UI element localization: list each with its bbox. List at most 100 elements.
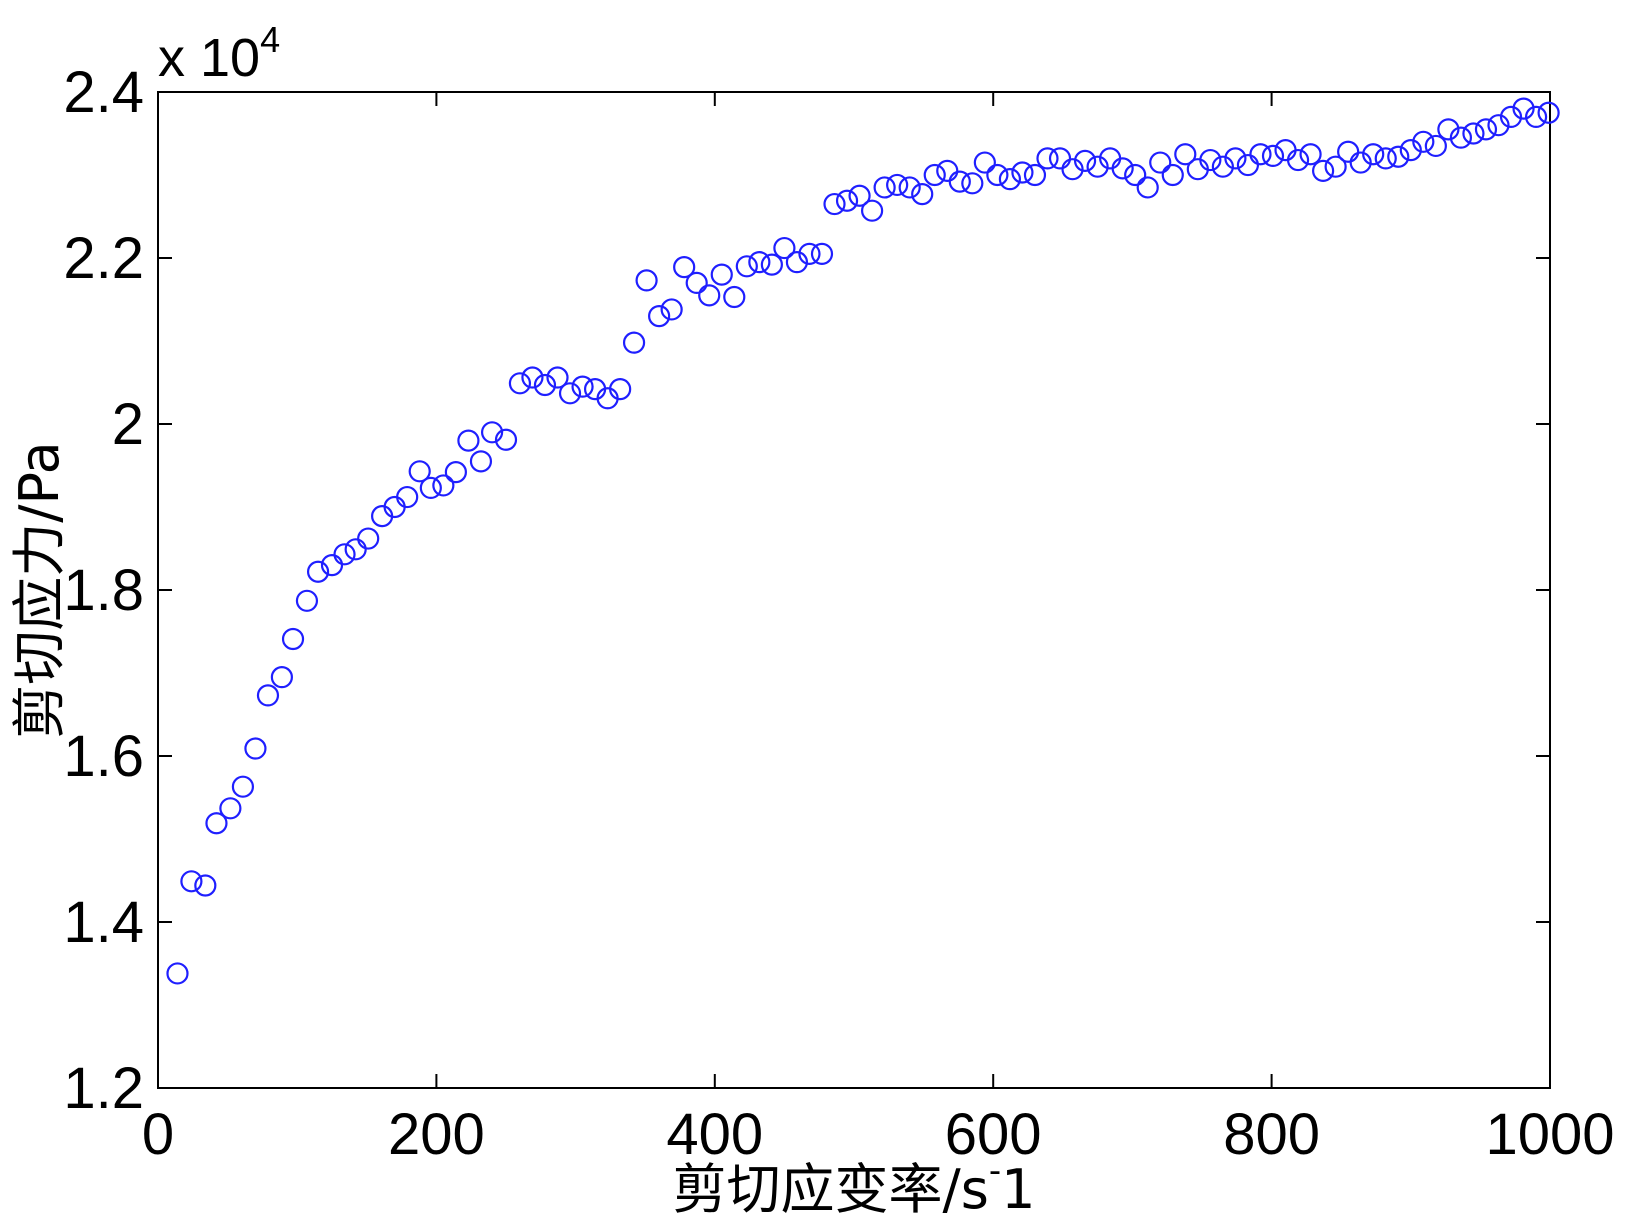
data-point — [622, 331, 646, 354]
data-point — [1149, 151, 1172, 174]
data-point — [898, 176, 921, 199]
x-axis-label-tail: 1 — [1001, 1158, 1035, 1216]
data-point — [533, 373, 557, 397]
data-point — [419, 476, 442, 500]
data-point — [1462, 122, 1485, 145]
data-point — [723, 285, 746, 309]
data-point — [333, 543, 356, 566]
data-point — [1211, 155, 1234, 178]
data-point — [1537, 101, 1560, 124]
data-point — [886, 173, 909, 197]
x-tick-label: 600 — [945, 1102, 1042, 1167]
x-axis-label: 剪切应变率/s-1 — [673, 1151, 1036, 1216]
data-point — [860, 199, 884, 222]
data-point — [457, 429, 480, 452]
data-point — [648, 305, 671, 328]
data-point — [773, 236, 796, 260]
data-point — [1224, 147, 1247, 170]
data-point — [508, 372, 532, 395]
data-point — [1524, 105, 1548, 129]
data-point — [1487, 114, 1510, 137]
y-axis-label: 剪切应力/Pa — [8, 441, 71, 738]
data-point — [166, 962, 189, 985]
plot-area — [157, 91, 1551, 1089]
data-point — [1362, 143, 1385, 166]
data-point — [961, 172, 984, 195]
data-point — [785, 251, 809, 274]
data-point — [408, 460, 431, 483]
axis-ticks — [157, 91, 1551, 1089]
data-point — [1011, 161, 1034, 184]
data-point — [1474, 118, 1498, 141]
data-point — [205, 812, 228, 835]
data-point — [760, 253, 783, 276]
data-point — [1086, 155, 1109, 178]
data-point — [685, 271, 708, 294]
data-point — [1036, 147, 1059, 170]
data-point — [494, 428, 518, 451]
x-axis-label-sup: - — [989, 1151, 1001, 1191]
data-point — [609, 378, 632, 401]
data-point — [295, 589, 319, 612]
x-tick-label: 0 — [142, 1102, 174, 1167]
data-point — [1449, 126, 1473, 149]
data-point — [1124, 163, 1147, 187]
data-point — [1512, 97, 1535, 120]
data-point — [835, 189, 859, 212]
data-point — [546, 366, 569, 389]
data-point — [1261, 144, 1285, 168]
data-point — [1387, 145, 1410, 168]
data-point — [1174, 143, 1197, 166]
data-point — [1324, 155, 1347, 178]
y-tick-label: 2.2 — [63, 226, 144, 291]
data-point — [1111, 157, 1134, 180]
data-point — [480, 421, 504, 444]
data-point — [219, 797, 242, 820]
data-point — [521, 366, 544, 389]
data-point — [810, 242, 834, 265]
data-point — [1437, 118, 1460, 141]
data-point — [1349, 151, 1372, 174]
data-point — [432, 474, 455, 497]
data-point — [231, 775, 255, 798]
data-point — [1199, 148, 1222, 172]
data-point — [306, 560, 330, 583]
data-point — [1499, 105, 1523, 129]
data-point — [396, 485, 419, 509]
data-point — [660, 298, 683, 321]
x-tick-label: 800 — [1223, 1102, 1320, 1167]
data-point — [911, 182, 934, 206]
y-tick-labels: 1.2 1.4 1.6 1.8 2 2.2 2.4 — [63, 60, 144, 1121]
data-point — [848, 184, 871, 207]
data-point — [256, 684, 280, 707]
x-tick-label: 400 — [666, 1102, 763, 1167]
data-point — [1412, 130, 1435, 153]
y-tick-label: 1.8 — [63, 558, 144, 623]
y-tick-label: 2 — [112, 392, 144, 457]
data-point — [1299, 143, 1322, 166]
data-point — [1249, 143, 1272, 166]
data-point — [873, 176, 896, 199]
y-exponent-power: 4 — [260, 19, 280, 60]
data-point — [673, 256, 696, 279]
y-tick-label: 1.2 — [63, 1056, 144, 1121]
data-point — [823, 192, 846, 216]
data-point — [244, 737, 267, 760]
data-point — [270, 666, 293, 689]
data-point — [1399, 139, 1422, 162]
data-point — [1161, 163, 1184, 187]
y-tick-label: 1.4 — [63, 890, 144, 955]
y-tick-label: 2.4 — [63, 60, 144, 125]
data-point — [571, 375, 594, 398]
data-point — [1312, 159, 1335, 182]
data-point — [1286, 148, 1310, 172]
data-point — [698, 284, 721, 307]
y-exponent-label: x 104 — [158, 19, 280, 88]
data-point — [281, 627, 305, 651]
y-tick-label: 1.6 — [63, 724, 144, 789]
data-point — [923, 163, 946, 187]
data-point — [194, 874, 217, 897]
data-point — [948, 170, 971, 193]
data-point — [1374, 147, 1397, 170]
